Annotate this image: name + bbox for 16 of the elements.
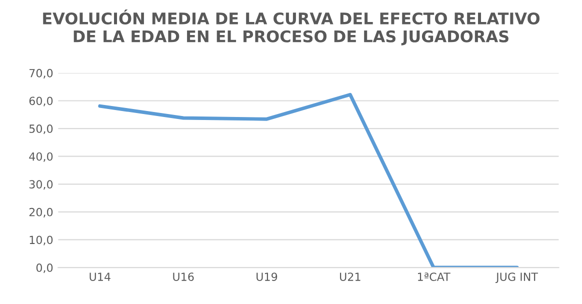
y-tick-label: 40,0 xyxy=(29,152,53,162)
y-tick-label: 70,0 xyxy=(30,68,53,78)
x-tick-label: 1ªCAT xyxy=(418,272,450,281)
y-tick-label: 10,0 xyxy=(30,236,53,246)
y-tick-label: 20,0 xyxy=(29,208,53,218)
x-tick-label: U16 xyxy=(173,272,194,281)
x-tick-label: U21 xyxy=(340,272,360,281)
y-tick-label: 0,0 xyxy=(36,263,53,274)
y-tick-label: 60,0 xyxy=(29,96,53,106)
y-tick-label: 30,0 xyxy=(29,180,53,190)
line-series xyxy=(98,92,519,268)
x-tick-label: U19 xyxy=(256,272,278,281)
x-tick-label: JUG INT xyxy=(495,272,538,284)
y-tick-label: 50,0 xyxy=(29,124,53,134)
chart-title: EVOLUCIÓN MEDIA DE LA CURVA DEL EFECTO RELATIVO DE LA EDAD EN EL PROCESO DE LAS JUGADORAS xyxy=(43,10,540,46)
x-tick-label: U14 xyxy=(90,272,110,281)
